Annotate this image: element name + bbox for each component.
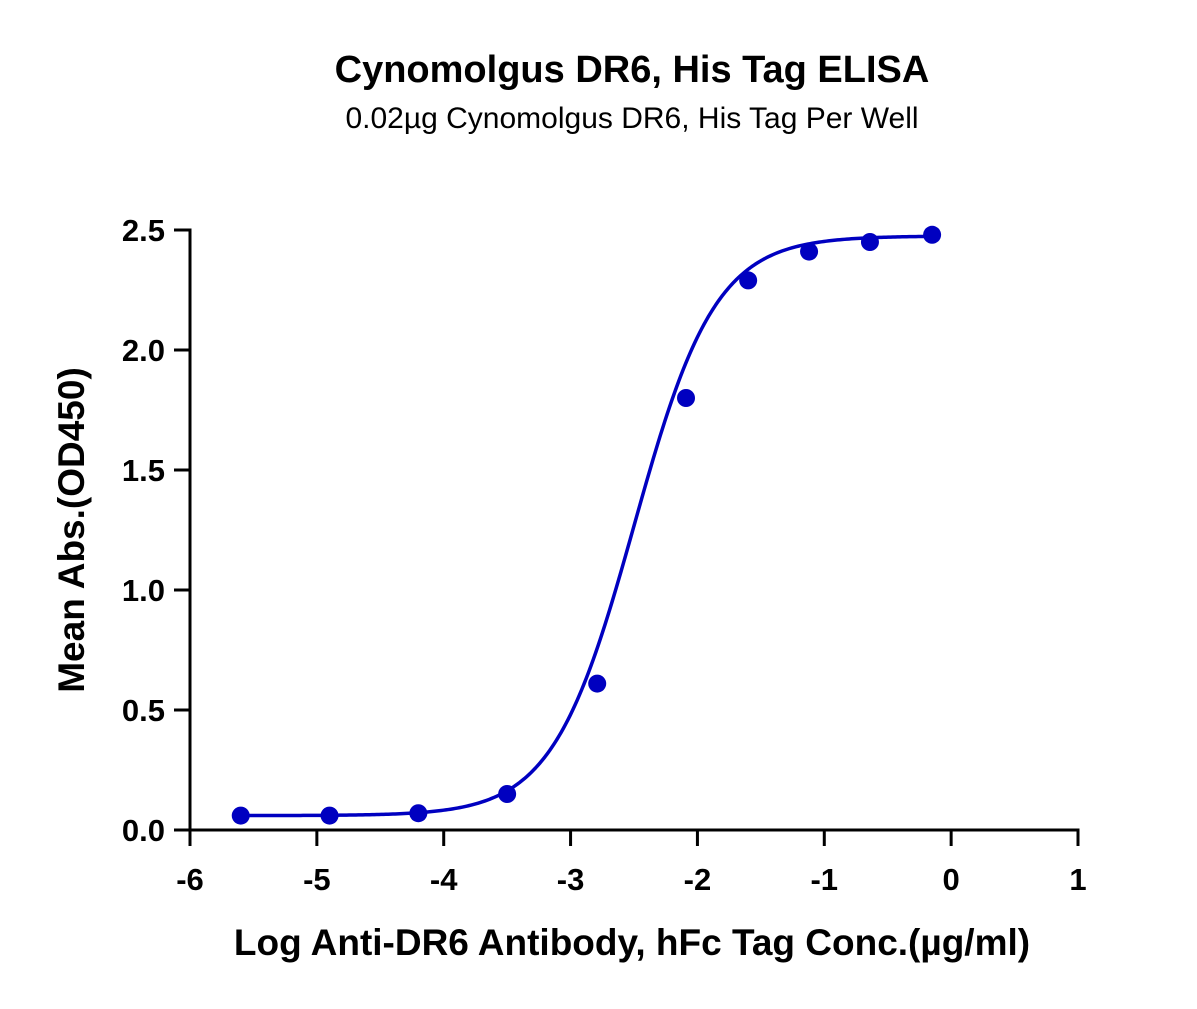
data-point <box>860 233 879 251</box>
data-point <box>498 785 517 803</box>
y-tick-label: 1.5 <box>122 453 165 488</box>
x-tick-label: -6 <box>176 862 204 897</box>
data-point <box>231 806 250 825</box>
chart-subtitle: 0.02µg Cynomolgus DR6, His Tag Per Well <box>345 102 918 135</box>
y-tick-label: 0.0 <box>122 813 165 848</box>
axes: 0.0 0.5 1.0 1.5 2.0 2.5 -6 -5 -4 -3 -2 -1 0 1 <box>122 213 1087 897</box>
data-point <box>739 271 758 290</box>
y-tick-label: 0.5 <box>122 693 165 728</box>
fit-curve-layer <box>240 234 933 818</box>
data-point <box>409 804 428 823</box>
x-tick-label: 0 <box>943 862 960 897</box>
x-tick-label: 1 <box>1069 862 1086 897</box>
x-axis-label: Log Anti-DR6 Antibody, hFc Tag Conc.(µg/… <box>234 922 1030 963</box>
chart-title: Cynomolgus DR6, His Tag ELISA <box>335 49 930 91</box>
y-tick-label: 2.5 <box>122 213 165 248</box>
data-points-layer <box>231 225 942 825</box>
y-axis-label: Mean Abs.(OD450) <box>51 367 92 693</box>
x-tick-label: -2 <box>684 862 712 897</box>
x-tick-label: -1 <box>810 862 838 897</box>
data-point <box>677 389 696 407</box>
y-tick-label: 2.0 <box>122 333 165 368</box>
x-tick-label: -4 <box>430 862 458 897</box>
x-tick-label: -3 <box>557 862 585 897</box>
data-point <box>923 225 942 244</box>
data-point <box>800 242 819 261</box>
x-tick-label: -5 <box>303 862 331 897</box>
y-tick-label: 1.0 <box>122 573 165 608</box>
fit-curve <box>240 234 933 818</box>
data-point <box>588 674 607 693</box>
data-point <box>320 806 339 825</box>
